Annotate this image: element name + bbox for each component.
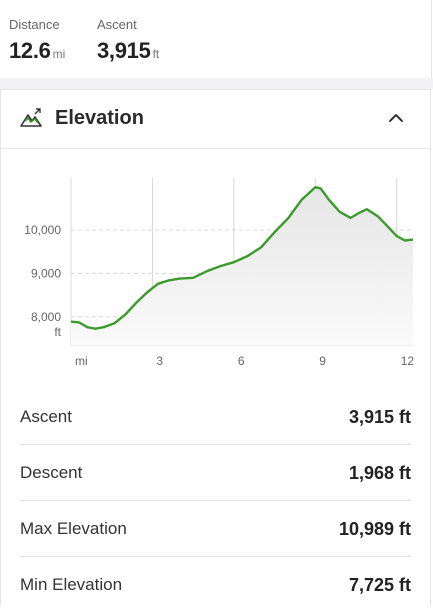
- metric-row-ascent: Ascent 3,915 ft: [19, 389, 411, 445]
- x-tick-label: 6: [238, 354, 245, 368]
- metric-row-descent: Descent 1,968 ft: [19, 445, 411, 501]
- section-gap: [0, 78, 433, 89]
- elevation-title: Elevation: [55, 107, 144, 129]
- ascent-unit: ft: [152, 47, 160, 61]
- x-tick-label: 12: [401, 354, 415, 368]
- elevation-area: [71, 187, 413, 345]
- stats-card: Distance 12.6 mi Ascent 3,915 ft: [0, 0, 432, 78]
- y-tick-label: 8,000: [31, 310, 61, 324]
- metric-label: Min Elevation: [20, 575, 123, 594]
- ascent-number: 3,915: [97, 38, 151, 63]
- elevation-line: [70, 186, 414, 330]
- distance-label: Distance: [9, 17, 60, 32]
- ascent-value: 3,915 ft: [97, 38, 159, 64]
- y-unit-label: ft: [54, 325, 61, 339]
- x-tick-label: 9: [319, 354, 326, 368]
- metric-label: Max Elevation: [20, 519, 127, 538]
- elevation-card: Elevation 3 6 9 12 mi 8,000 9,000 10,000 ft Asce…: [0, 89, 431, 606]
- x-tick-label: 3: [156, 354, 163, 368]
- metric-value: 1,968 ft: [348, 463, 411, 483]
- metric-label: Ascent: [20, 407, 72, 426]
- x-unit-label: mi: [75, 354, 88, 368]
- elevation-chart: 3 6 9 12 mi 8,000 9,000 10,000 ft: [24, 178, 415, 368]
- metric-value: 10,989 ft: [338, 519, 411, 539]
- metric-row-max-elevation: Max Elevation 10,989 ft: [19, 501, 411, 557]
- ascent-label: Ascent: [97, 17, 137, 32]
- distance-unit: mi: [52, 47, 66, 61]
- y-tick-label: 9,000: [31, 266, 61, 280]
- chevron-up-icon[interactable]: [384, 106, 408, 130]
- mountain-icon: [20, 108, 42, 127]
- metric-value: 7,725 ft: [348, 575, 411, 595]
- y-tick-label: 10,000: [24, 223, 61, 237]
- distance-number: 12.6: [9, 38, 51, 63]
- elevation-header[interactable]: Elevation: [1, 90, 430, 149]
- metric-row-min-elevation: Min Elevation 7,725 ft: [19, 557, 411, 612]
- distance-value: 12.6 mi: [9, 38, 65, 64]
- metric-value: 3,915 ft: [348, 407, 411, 427]
- metric-label: Descent: [20, 463, 83, 482]
